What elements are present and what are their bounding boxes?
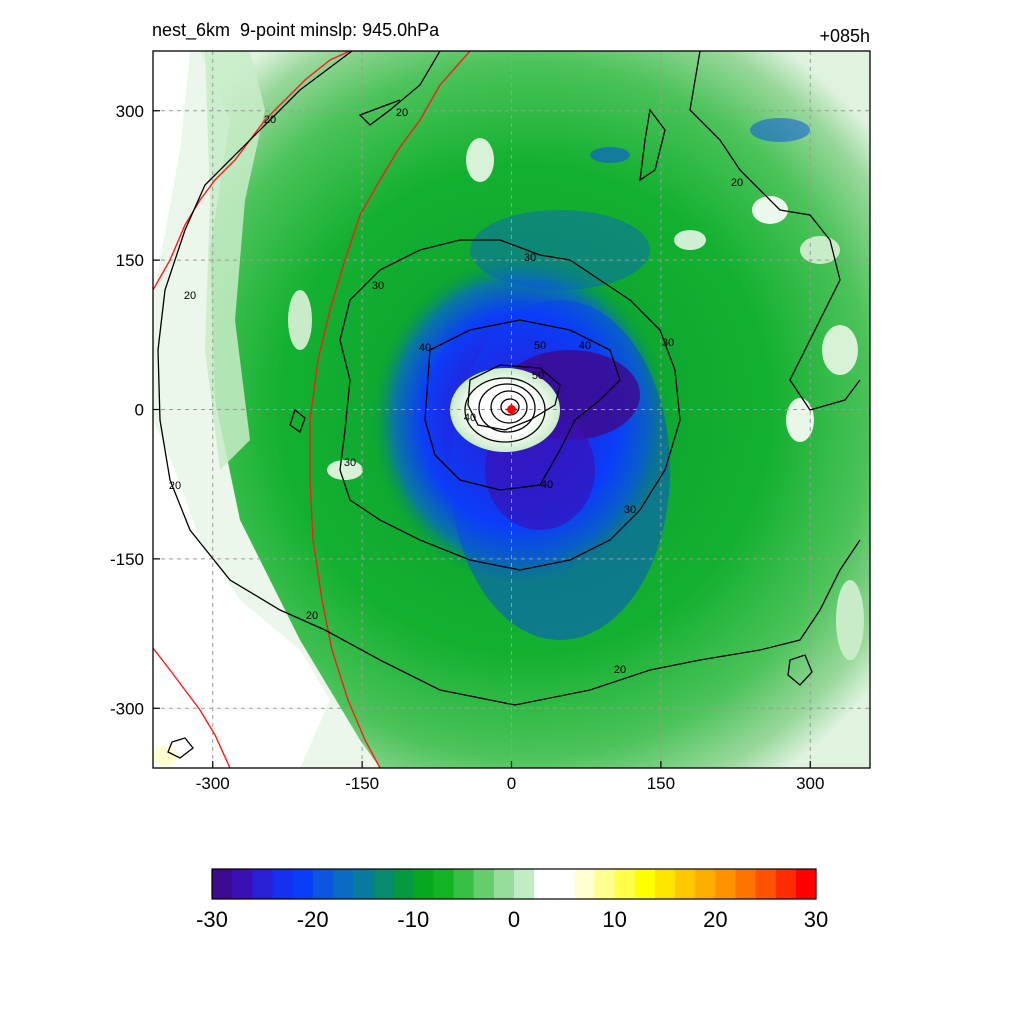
colorbar-swatch xyxy=(775,869,797,899)
colorbar-frame xyxy=(211,868,817,900)
contour-label-40: 40 xyxy=(579,340,591,352)
contour-40 xyxy=(424,319,621,491)
colorbar-swatch xyxy=(272,869,294,899)
contour-labels: 20 20 20 20 20 20 20 30 30 30 30 30 40 40 40 40 50 50 xyxy=(169,107,743,676)
contour-label-30: 30 xyxy=(662,337,674,349)
boundary-line-southwest xyxy=(153,647,231,768)
contour-label-20: 20 xyxy=(396,107,408,119)
contour-label-20: 20 xyxy=(184,290,196,302)
wind-contours xyxy=(157,51,861,759)
y-tick-label: -150 xyxy=(110,550,144,569)
colorbar-swatch xyxy=(212,869,233,899)
contour-eye-1 xyxy=(464,377,546,443)
colorbar-swatch xyxy=(393,869,414,899)
storm-center-marker xyxy=(505,403,518,416)
colorbar-tick-label: -30 xyxy=(196,907,228,932)
contour-30 xyxy=(339,239,681,571)
contour-label-30: 30 xyxy=(372,280,384,292)
colorbar-tick-label: 30 xyxy=(804,907,828,932)
x-tick-label: 0 xyxy=(507,774,516,793)
colorbar-swatch xyxy=(514,869,535,899)
contour-small-1 xyxy=(639,108,666,182)
colorbar-swatch xyxy=(534,869,555,899)
contour-label-50: 50 xyxy=(534,340,546,352)
colorbar-tick-label: 20 xyxy=(703,907,727,932)
contour-label-30: 30 xyxy=(344,457,356,469)
colorbar-swatch xyxy=(614,869,636,899)
y-tick-label: -300 xyxy=(110,699,144,718)
boundary-line-center xyxy=(309,51,471,768)
contour-small-2 xyxy=(289,408,306,434)
colorbar-swatch xyxy=(634,869,656,899)
colorbar-swatch xyxy=(453,869,475,899)
contour-eye-2 xyxy=(478,383,536,433)
contour-label-50: 50 xyxy=(532,370,544,382)
y-tick-label: 300 xyxy=(116,102,144,121)
x-tick-label: -150 xyxy=(345,774,379,793)
colorbar-swatch xyxy=(654,869,676,899)
contour-small-3 xyxy=(167,737,194,759)
colorbar-swatch xyxy=(433,869,455,899)
contour-label-20: 20 xyxy=(731,177,743,189)
boundary-lines xyxy=(153,51,471,768)
colorbar-swatch xyxy=(332,869,354,899)
colorbar-tick-label: -20 xyxy=(297,907,329,932)
chart-title-right: +085h xyxy=(819,26,870,46)
colorbar-swatch xyxy=(554,869,575,899)
colorbar-swatch xyxy=(232,869,253,899)
contour-label-20: 20 xyxy=(614,664,626,676)
colorbar-swatch xyxy=(373,869,394,899)
contour-label-20: 20 xyxy=(169,480,181,492)
contour-label-30: 30 xyxy=(624,504,636,516)
colorbar-swatch xyxy=(574,869,596,899)
colorbar-swatch xyxy=(312,869,334,899)
x-tick-label: 300 xyxy=(796,774,824,793)
contour-20-east xyxy=(689,51,861,411)
y-tick-label: 0 xyxy=(135,401,144,420)
colorbar-swatch xyxy=(675,869,696,899)
contour-eye-3 xyxy=(490,390,528,424)
colorbar-swatch xyxy=(795,869,817,899)
contour-50 xyxy=(467,364,561,431)
colorbar-swatch xyxy=(594,869,616,899)
contour-20-outer xyxy=(157,51,861,706)
colorbar-swatch xyxy=(735,869,757,899)
colorbar-tick-label: 0 xyxy=(508,907,520,932)
colorbar-swatch xyxy=(352,869,374,899)
colorbar-swatch xyxy=(252,869,273,899)
contour-small-4 xyxy=(787,654,813,686)
colorbar-swatch xyxy=(473,869,495,899)
contour-label-20: 20 xyxy=(264,114,276,126)
chart-title-left: nest_6km 9-point minslp: 945.0hPa xyxy=(152,20,440,40)
contour-20-north xyxy=(358,51,441,126)
colorbar-swatch xyxy=(292,869,314,899)
colorbar-tick-label: 10 xyxy=(602,907,626,932)
colorbar-swatch xyxy=(413,869,434,899)
contour-label-20: 20 xyxy=(306,610,318,622)
contour-label-40: 40 xyxy=(464,412,476,424)
x-tick-label: 150 xyxy=(647,774,675,793)
colorbar-swatch xyxy=(695,869,716,899)
boundary-line-west xyxy=(153,51,351,291)
x-tick-label: -300 xyxy=(196,774,230,793)
colorbar-swatch xyxy=(715,869,736,899)
contour-eye-4 xyxy=(500,398,520,416)
colorbar-swatch xyxy=(493,869,515,899)
storm-center-cross xyxy=(505,403,518,416)
contour-label-40: 40 xyxy=(419,342,431,354)
colorbar: -30 -20 -10 0 10 20 30 xyxy=(196,868,828,932)
contour-label-30: 30 xyxy=(524,252,536,264)
colorbar-tick-label: -10 xyxy=(397,907,429,932)
contour-label-40: 40 xyxy=(541,479,553,491)
colorbar-swatch xyxy=(755,869,777,899)
axis-ticks: -300 -150 0 150 300 300 150 0 -150 -300 xyxy=(110,102,824,793)
y-tick-label: 150 xyxy=(116,251,144,270)
